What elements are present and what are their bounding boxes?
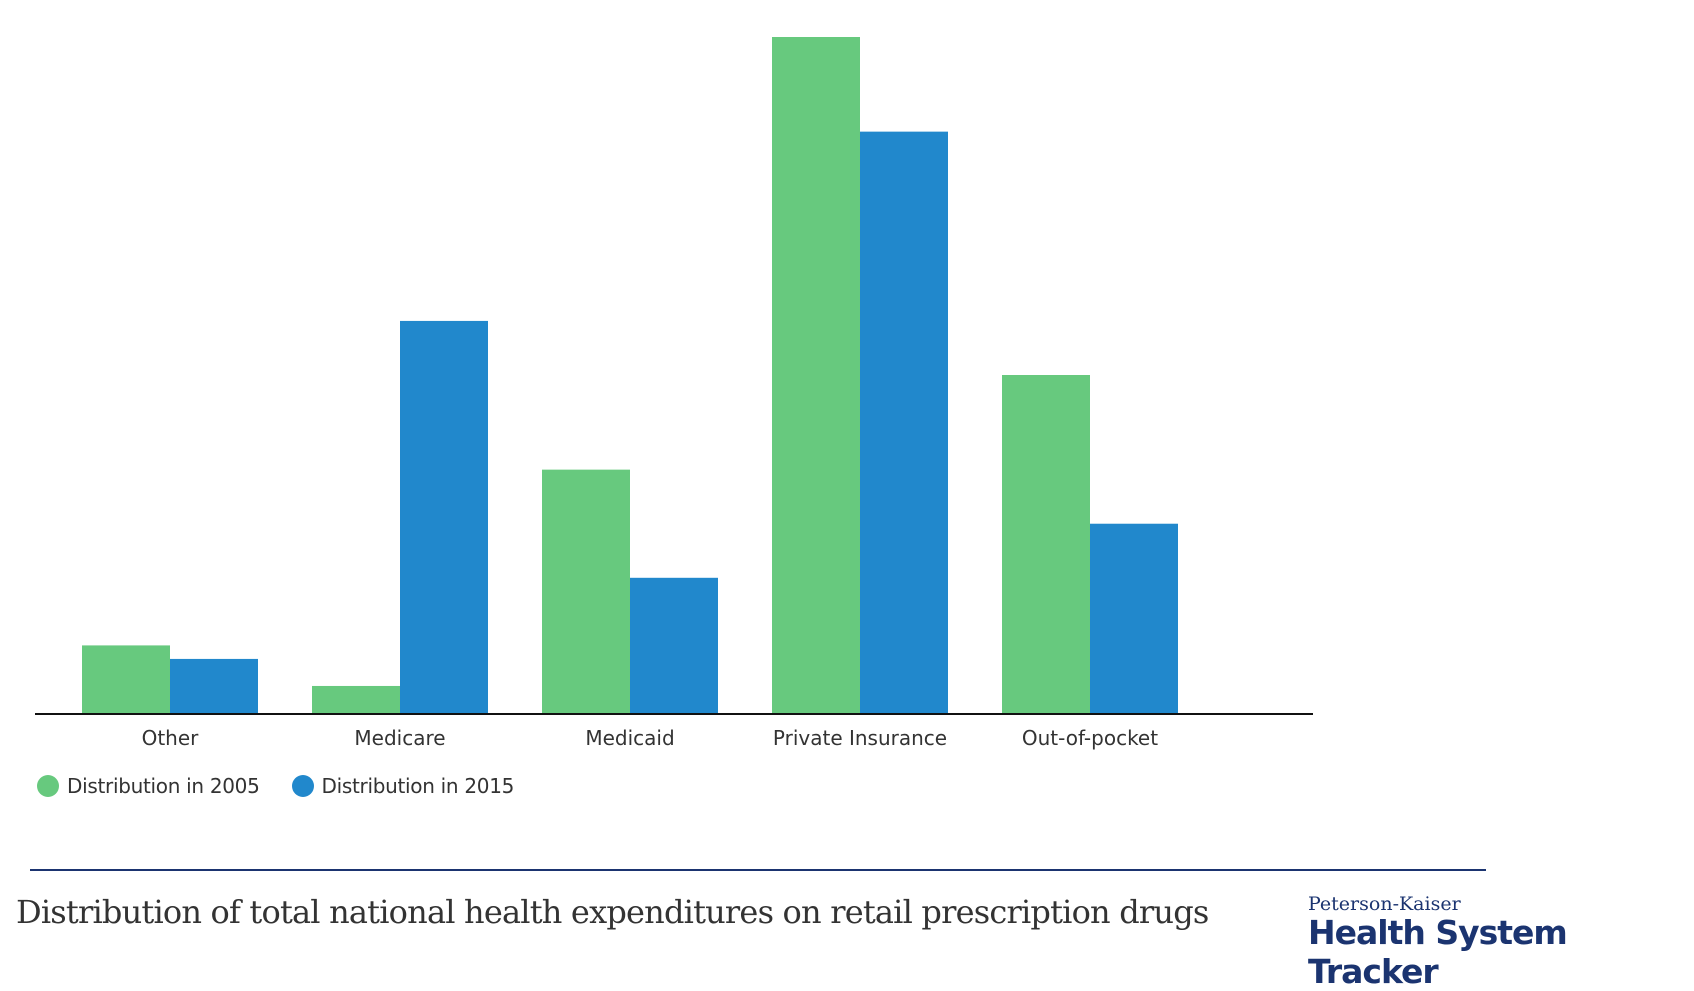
legend-swatch-2005 (37, 775, 59, 797)
bar-medicare-2005 (312, 685, 400, 713)
legend-label-2005: Distribution in 2005 (67, 774, 260, 798)
bar-medicaid-2005 (542, 469, 630, 713)
logo: Peterson-Kaiser Health System Tracker (1308, 893, 1694, 991)
bar-private-insurance-2015 (860, 131, 948, 713)
bar-out-of-pocket-2015 (1090, 523, 1178, 713)
logo-line2: Health System Tracker (1308, 913, 1568, 991)
x-tick-label: Medicaid (585, 726, 674, 750)
bar-private-insurance-2005 (772, 37, 860, 713)
x-tick-label: Other (142, 726, 200, 750)
bar-out-of-pocket-2005 (1002, 375, 1090, 713)
x-tick-label: Out-of-pocket (1022, 726, 1158, 750)
legend: Distribution in 2005 Distribution in 201… (37, 774, 546, 798)
bar-medicare-2015 (400, 320, 488, 713)
logo-line1: Peterson-Kaiser (1308, 893, 1461, 915)
divider (30, 869, 1486, 871)
legend-item-2015: Distribution in 2015 (291, 774, 515, 798)
legend-swatch-2015 (291, 775, 314, 797)
bar-other-2015 (170, 658, 258, 713)
chart-title: Distribution of total national health ex… (16, 893, 1209, 931)
x-tick-label: Private Insurance (773, 726, 947, 750)
bar-medicaid-2015 (630, 577, 718, 713)
legend-label-2015: Distribution in 2015 (321, 774, 515, 798)
legend-item-2005: Distribution in 2005 (37, 774, 260, 798)
bar-other-2005 (82, 645, 170, 713)
bar-chart: Other Medicare Medicaid Private Insurance Ou… (35, 37, 1313, 750)
x-tick-label: Medicare (354, 726, 445, 750)
